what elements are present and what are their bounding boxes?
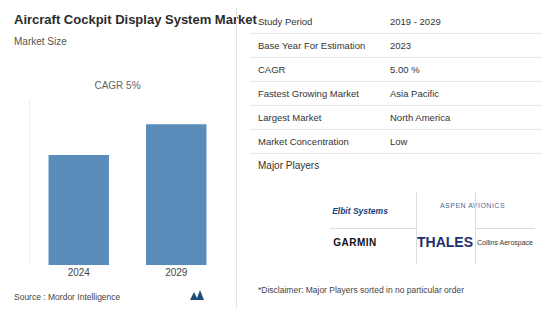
html-text:Fastest Growing Market: Fastest Growing Market (258, 88, 359, 99)
html-text:Source : Mordor Intelligence: Source : Mordor Intelligence (14, 292, 121, 302)
html-text:*Disclaimer: Major Players sor: *Disclaimer: Major Players sorted in no … (258, 285, 464, 295)
html-text:Collins Aerospace: Collins Aerospace (477, 239, 533, 246)
html-text:ASPEN AVIONICS: ASPEN AVIONICS (439, 202, 506, 209)
html-text:THALES: THALES (417, 234, 473, 250)
html-text:2019 - 2029: 2019 - 2029 (390, 16, 441, 27)
html-text:Major Players: Major Players (258, 160, 320, 171)
html-text:Asia Pacific: Asia Pacific (390, 88, 440, 99)
html-text:Base Year For Estimation: Base Year For Estimation (258, 40, 366, 51)
svg-text:2024: 2024 (68, 267, 91, 278)
html-text:2023: 2023 (390, 40, 412, 51)
html-text:CAGR: CAGR (258, 64, 286, 75)
html-text:North America: North America (390, 112, 451, 123)
html-text:Aircraft Cockpit Display Syste: Aircraft Cockpit Display System Market (14, 12, 257, 27)
html-text:GARMIN: GARMIN (333, 237, 377, 248)
html-text:Elbit Systems: Elbit Systems (332, 206, 388, 216)
html-text:CAGR 5%: CAGR 5% (94, 80, 141, 91)
html-text:5.00 %: 5.00 % (390, 64, 420, 75)
html-text:Largest Market: Largest Market (258, 112, 322, 123)
svg-text:2029: 2029 (165, 267, 188, 278)
html-text:Study Period: Study Period (258, 16, 313, 27)
html-text:Low: Low (390, 136, 408, 147)
html-text:Market Size: Market Size (14, 36, 67, 47)
html-text:Market Concentration: Market Concentration (258, 136, 349, 147)
